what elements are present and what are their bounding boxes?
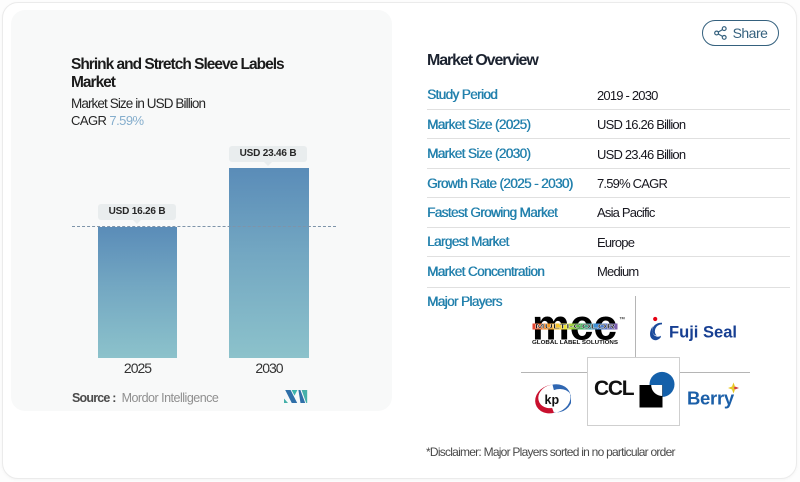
svg-text:GLOBAL LABEL SOLUTIONS: GLOBAL LABEL SOLUTIONS xyxy=(532,340,619,346)
svg-text:Fuji Seal: Fuji Seal xyxy=(669,324,737,342)
svg-text:Berry: Berry xyxy=(687,388,735,409)
svg-text:™: ™ xyxy=(619,316,625,323)
svg-text:mcc: mcc xyxy=(532,314,617,346)
svg-text:kp: kp xyxy=(545,393,560,407)
svg-text:MULTI-COLOR: MULTI-COLOR xyxy=(535,324,616,331)
